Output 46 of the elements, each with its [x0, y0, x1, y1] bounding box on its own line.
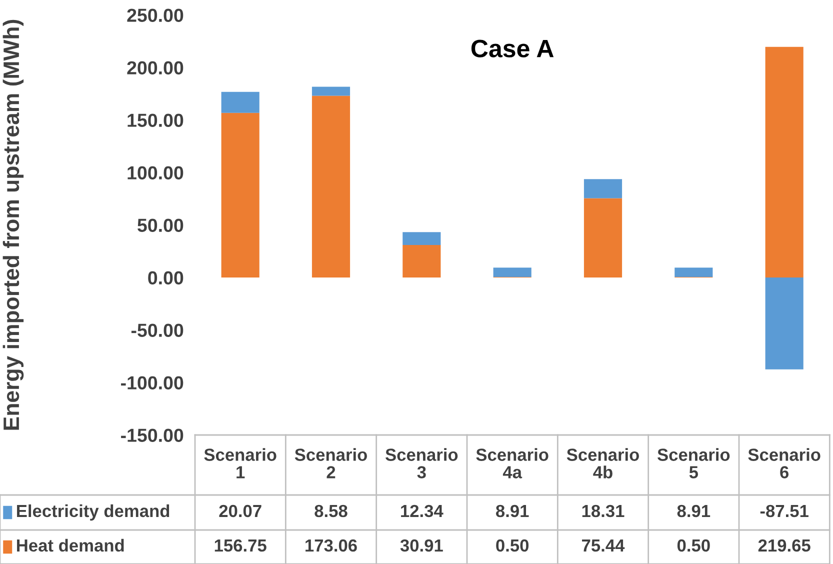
x-tick-label: Scenario 4a [476, 448, 548, 478]
bar [584, 198, 622, 278]
y-tick-label: 50.00 [138, 218, 184, 232]
legend-label: Electricity demand [17, 504, 170, 521]
y-tick-label: 250.00 [127, 8, 184, 22]
bar [221, 92, 260, 113]
y-tick-label: 150.00 [128, 114, 184, 127]
bar [765, 46, 804, 278]
x-tick-label: Scenario 5 [658, 448, 730, 478]
legend-label: Heat demand [17, 538, 124, 552]
bar [312, 86, 350, 96]
y-tick-label: 0.00 [148, 271, 184, 284]
x-tick-label: Scenario 4b [566, 448, 639, 478]
data-label: 18.31 [582, 504, 624, 518]
y-tick-label: 100.00 [128, 166, 184, 180]
data-label: 173.06 [306, 539, 357, 552]
x-tick-label: Scenario 1 [204, 448, 276, 478]
bar [402, 245, 441, 278]
data-label: 75.44 [582, 540, 625, 552]
data-label: 0.50 [496, 539, 529, 552]
y-tick-label: 200.00 [127, 61, 184, 74]
bar [584, 179, 622, 198]
data-label: 30.91 [400, 539, 443, 552]
data-label: 12.34 [401, 504, 444, 518]
y-tick-label: -150.00 [121, 428, 184, 442]
data-label: 8.91 [677, 504, 710, 518]
bar [312, 96, 350, 278]
bar [765, 278, 804, 370]
y-tick-label: -100.00 [121, 376, 184, 390]
data-label: 0.50 [677, 539, 710, 552]
y-tick-label: -50.00 [131, 324, 184, 337]
data-label: 219.65 [758, 539, 810, 552]
bar [493, 268, 532, 277]
x-tick-label: Scenario 2 [294, 448, 367, 478]
bar [674, 268, 713, 277]
x-tick-label: Scenario 6 [748, 448, 820, 478]
data-label: 8.91 [496, 504, 529, 518]
x-tick-label: Scenario 3 [386, 448, 458, 478]
bar [221, 112, 260, 278]
data-label: 156.75 [214, 539, 266, 552]
data-label: 20.07 [219, 504, 262, 518]
data-label: -87.51 [760, 504, 808, 518]
bar [402, 232, 441, 246]
text: Case A [471, 40, 554, 58]
data-label: 8.58 [314, 504, 348, 518]
y-axis-title: Energy imported from upstream (MWh) [2, 20, 24, 430]
